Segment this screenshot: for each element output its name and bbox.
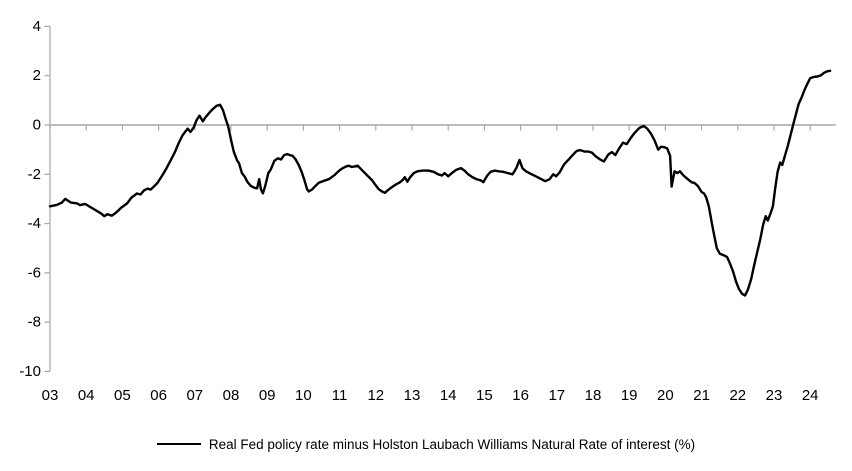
- y-tick-label: 0: [33, 117, 41, 134]
- x-tick-label: 14: [440, 387, 457, 404]
- x-tick-label: 11: [332, 387, 348, 404]
- x-tick-label: 04: [78, 387, 95, 404]
- legend-line-marker: [156, 443, 201, 445]
- y-tick-label: -2: [28, 166, 41, 183]
- x-tick-label: 10: [295, 387, 312, 404]
- x-tick-label: 22: [729, 387, 746, 404]
- y-tick-label: -4: [28, 215, 41, 232]
- x-tick-label: 09: [259, 387, 276, 404]
- y-tick-label: -6: [28, 264, 41, 281]
- x-tick-label: 17: [548, 387, 565, 404]
- x-tick-label: 06: [150, 387, 167, 404]
- y-tick-label: 4: [33, 18, 41, 35]
- x-tick-label: 13: [404, 387, 421, 404]
- x-tick-label: 20: [657, 387, 674, 404]
- y-tick-label: 2: [33, 67, 41, 84]
- legend-label: Real Fed policy rate minus Holston Lauba…: [208, 436, 696, 452]
- x-tick-label: 16: [512, 387, 529, 404]
- x-tick-label: 15: [476, 387, 493, 404]
- x-tick-label: 07: [186, 387, 203, 404]
- x-tick-label: 08: [223, 387, 240, 404]
- x-tick-label: 24: [802, 387, 819, 404]
- x-tick-label: 21: [693, 387, 710, 404]
- x-tick-label: 19: [621, 387, 638, 404]
- x-tick-label: 03: [42, 387, 59, 404]
- x-tick-label: 05: [114, 387, 131, 404]
- x-tick-label: 23: [766, 387, 783, 404]
- y-tick-label: -10: [19, 363, 41, 380]
- series-line: [48, 69, 832, 297]
- x-tick-label: 12: [367, 387, 384, 404]
- x-tick-label: 18: [585, 387, 602, 404]
- y-tick-label: -8: [28, 314, 41, 331]
- chart-legend: Real Fed policy rate minus Holston Lauba…: [0, 433, 852, 455]
